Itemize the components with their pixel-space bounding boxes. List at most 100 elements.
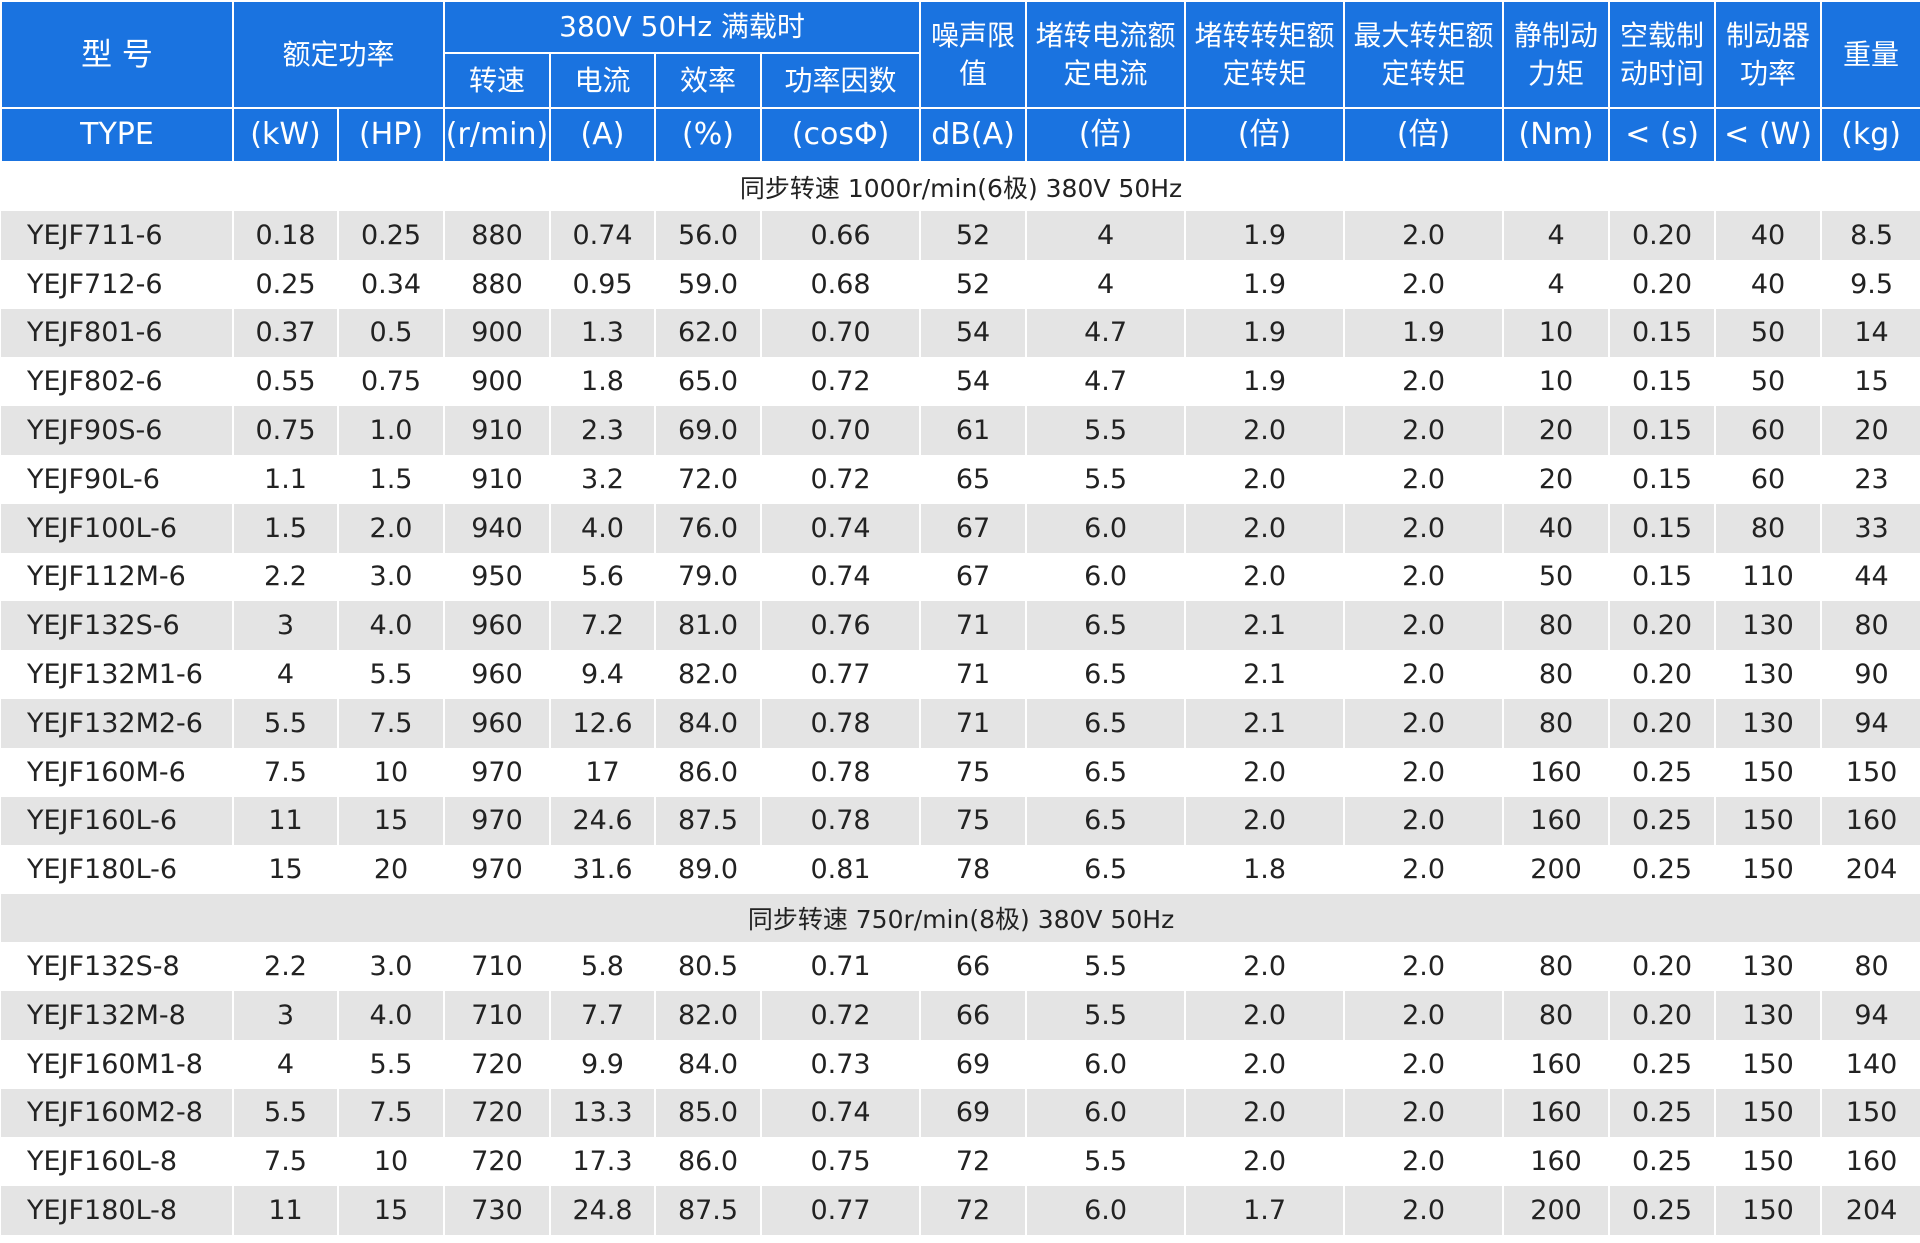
value-cell: 80 [1503,601,1611,651]
value-cell: 1.3 [550,308,657,358]
value-cell: 0.25 [1609,1137,1717,1187]
value-cell: 2.0 [1185,406,1346,455]
header-max-torque: 最大转矩额定转矩 [1343,0,1505,109]
value-cell: 950 [444,552,552,602]
value-cell: 160 [1821,796,1920,846]
value-cell: 23 [1821,454,1920,504]
value-cell: 1.7 [1185,1186,1346,1235]
value-cell: 1.8 [550,357,657,407]
value-cell: 0.75 [338,357,446,407]
value-cell: 0.15 [1609,454,1717,504]
value-cell: 7.5 [338,1088,446,1138]
value-cell: 2.0 [1344,796,1505,846]
value-cell: 0.77 [761,650,922,699]
value-cell: 80.5 [655,942,763,991]
value-cell: 2.0 [1185,503,1346,553]
value-cell: 14 [1821,308,1920,358]
table-row: YEJF802-6 0.55 0.75 900 1.8 65.0 0.72 54 4.7 1.9 2… [1,357,1920,407]
value-cell: 1.9 [1185,211,1346,260]
value-cell: 44 [1821,552,1920,602]
value-cell: 5.8 [550,942,657,991]
value-cell: 0.20 [1609,990,1717,1040]
value-cell: 970 [444,796,552,846]
value-cell: 4 [1026,211,1187,260]
value-cell: 84.0 [655,698,763,748]
value-cell: 65.0 [655,357,763,407]
value-cell: 13.3 [550,1088,657,1138]
value-cell: 94 [1821,698,1920,748]
value-cell: 17.3 [550,1137,657,1187]
table-row: YEJF132S-8 2.2 3.0 710 5.8 80.5 0.71 66 5.5 2.0 2.… [1,942,1920,991]
table-row: YEJF160M2-8 5.5 7.5 720 13.3 85.0 0.74 69 6.0 2.0… [1,1088,1920,1138]
value-cell: 7.2 [550,601,657,651]
value-cell: 40 [1715,259,1823,309]
value-cell: 5.5 [233,698,339,748]
value-cell: 2.0 [1344,259,1505,309]
value-cell: 0.25 [338,211,446,260]
value-cell: 69 [920,1088,1028,1138]
value-cell: 20 [1503,454,1611,504]
value-cell: 2.0 [1185,942,1346,991]
value-cell: 0.15 [1609,308,1717,358]
value-cell: 6.5 [1026,796,1187,846]
value-cell: 50 [1503,552,1611,602]
value-cell: 0.70 [761,406,922,455]
unit-cell: TYPE [0,107,234,163]
value-cell: 160 [1503,796,1611,846]
value-cell: 150 [1715,1039,1823,1089]
value-cell: 130 [1715,650,1823,699]
table-body: 同步转速 1000r/min(6极) 380V 50Hz YEJF711-6 0.1… [1,162,1920,1235]
value-cell: 0.78 [761,698,922,748]
value-cell: 110 [1715,552,1823,602]
header-weight: 重量 [1820,0,1920,109]
value-cell: 4.0 [550,503,657,553]
value-cell: 52 [920,259,1028,309]
value-cell: 5.5 [338,1039,446,1089]
value-cell: 9.9 [550,1039,657,1089]
value-cell: 67 [920,552,1028,602]
header-locked-torque: 堵转转矩额定转矩 [1184,0,1346,109]
value-cell: 75 [920,747,1028,797]
value-cell: 71 [920,650,1028,699]
value-cell: 7.5 [233,747,339,797]
header-full-load: 380V 50Hz 满载时 [443,0,922,54]
section-header-row: 同步转速 750r/min(8极) 380V 50Hz [1,894,1920,943]
value-cell: 160 [1821,1137,1920,1187]
value-cell: 160 [1503,1137,1611,1187]
value-cell: 79.0 [655,552,763,602]
value-cell: 0.25 [1609,796,1717,846]
value-cell: 5.5 [1026,406,1187,455]
value-cell: 720 [444,1137,552,1187]
value-cell: 1.5 [233,503,339,553]
value-cell: 2.0 [1344,211,1505,260]
value-cell: 1.0 [338,406,446,455]
value-cell: 75 [920,796,1028,846]
value-cell: 78 [920,845,1028,895]
value-cell: 2.0 [1344,845,1505,895]
value-cell: 69 [920,1039,1028,1089]
value-cell: 0.34 [338,259,446,309]
model-cell: YEJF90L-6 [1,454,234,504]
value-cell: 7.5 [233,1137,339,1187]
unit-cell: (cosΦ) [760,107,922,163]
value-cell: 0.15 [1609,503,1717,553]
value-cell: 85.0 [655,1088,763,1138]
model-cell: YEJF132M1-6 [1,650,234,699]
value-cell: 80 [1821,942,1920,991]
value-cell: 12.6 [550,698,657,748]
unit-cell: (kW) [232,107,339,163]
table-row: YEJF112M-6 2.2 3.0 950 5.6 79.0 0.74 67 6.0 2.0 2.… [1,552,1920,602]
value-cell: 2.0 [1344,650,1505,699]
unit-cell: < (s) [1608,107,1717,163]
value-cell: 87.5 [655,796,763,846]
value-cell: 1.9 [1185,357,1346,407]
value-cell: 0.95 [550,259,657,309]
value-cell: 710 [444,990,552,1040]
value-cell: 6.5 [1026,698,1187,748]
value-cell: 11 [233,1186,339,1235]
value-cell: 1.9 [1344,308,1505,358]
value-cell: 6.5 [1026,650,1187,699]
unit-cell: (HP) [336,107,446,163]
value-cell: 150 [1715,1137,1823,1187]
